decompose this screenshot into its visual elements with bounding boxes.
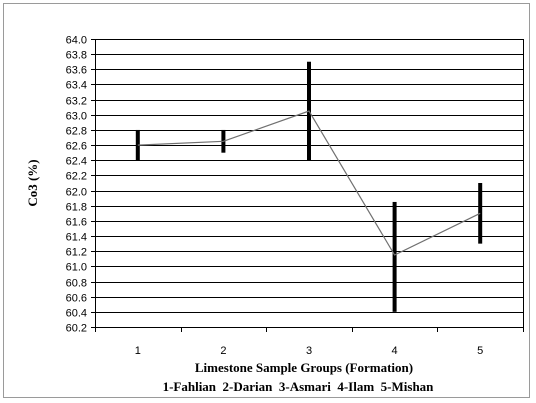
y-tick-label: 62.0 (66, 187, 87, 199)
y-tick-label: 61.0 (66, 262, 87, 274)
x-tick-label: 4 (392, 345, 398, 357)
x-tick-label: 1 (135, 345, 141, 357)
y-tick-label: 62.8 (66, 126, 87, 138)
y-tick-label: 60.2 (66, 323, 87, 335)
y-tick-label: 60.6 (66, 293, 87, 305)
error-bar (392, 201, 397, 312)
y-tick-labels: 60.2 60.4 60.6 60.8 61.0 61.2 61.4 61.6 61.8 62.0… (66, 35, 95, 335)
y-tick-label: 60.4 (66, 308, 87, 320)
chart-frame (3, 3, 530, 398)
x-axis-caption: 1-Fahlian 2-Darian 3-Asmari 4-Ilam 5-Mis… (163, 379, 435, 394)
x-tick-label: 2 (220, 345, 226, 357)
y-tick-label: 63.4 (66, 80, 87, 92)
y-tick-label: 63.0 (66, 111, 87, 123)
y-tick-label: 62.2 (66, 171, 87, 183)
series-line (137, 110, 481, 256)
y-tick-label: 63.6 (66, 65, 87, 77)
y-tick-label: 62.4 (66, 156, 87, 168)
x-tick-label: 5 (477, 345, 483, 357)
error-bars (135, 61, 483, 312)
x-tick-label: 3 (306, 345, 312, 357)
y-tick-label: 62.6 (66, 141, 87, 153)
x-axis-title: Limestone Sample Groups (Formation) (195, 360, 413, 375)
plot-area-border (95, 39, 524, 328)
y-tick-label: 61.6 (66, 217, 87, 229)
y-tick-label: 64.0 (66, 35, 87, 47)
x-tick-labels: 1 2 3 4 5 (95, 327, 524, 357)
y-tick-label: 63.8 (66, 50, 87, 62)
y-axis-title: Co3 (%) (25, 159, 40, 206)
y-tick-label: 61.2 (66, 247, 87, 259)
y-tick-label: 61.4 (66, 232, 87, 244)
y-tick-label: 60.8 (66, 278, 87, 290)
y-tick-label: 63.2 (66, 96, 87, 108)
y-tick-label: 61.8 (66, 202, 87, 214)
